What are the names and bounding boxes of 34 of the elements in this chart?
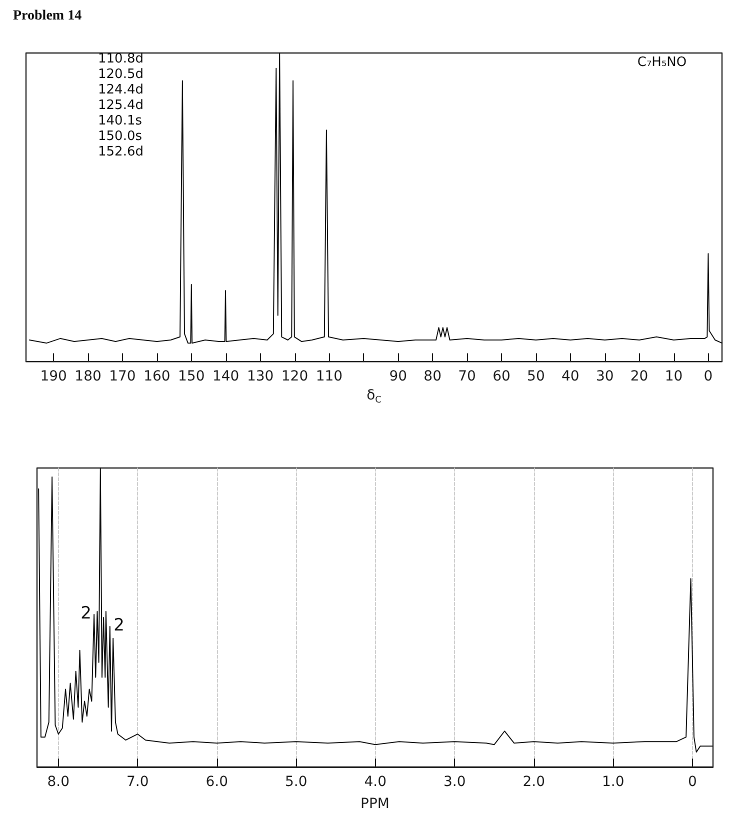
x-tick-label: 4.0 xyxy=(364,774,387,790)
x-tick-label: 40 xyxy=(561,368,580,385)
x-tick-label: 30 xyxy=(596,368,614,385)
x-tick-label: 160 xyxy=(144,368,170,385)
x-tick-label: 130 xyxy=(246,368,274,385)
x-tick-label: 10 xyxy=(664,368,683,385)
x-tick-label: 180 xyxy=(74,368,102,385)
x-axis-title: PPM xyxy=(360,796,390,812)
x-tick-label: 150 xyxy=(178,368,205,385)
x-tick-label: 5.0 xyxy=(285,774,308,790)
x-tick-label: 60 xyxy=(492,368,510,385)
x-tick-label: 20 xyxy=(630,368,648,385)
annotation: 110.8d 120.5d 124.4d 125.4d 140.1s 150.0s 152.6d xyxy=(98,51,144,160)
annotation: 2 xyxy=(80,604,92,624)
x-tick-label: 80 xyxy=(424,368,442,385)
x-tick-label: 8.0 xyxy=(47,774,70,790)
annotation: 2 xyxy=(114,616,124,636)
x-tick-label: 0 xyxy=(704,368,713,385)
x-tick-label: 120 xyxy=(281,368,308,385)
x-tick-label: 170 xyxy=(109,368,136,385)
x-tick-label: 190 xyxy=(40,368,67,385)
x-tick-label: 6.0 xyxy=(206,774,228,790)
x-tick-label: 3.0 xyxy=(444,774,466,790)
x-tick-label: 140 xyxy=(212,368,240,385)
x-tick-label: 7.0 xyxy=(126,774,149,790)
x-tick-label: 110 xyxy=(316,368,343,385)
x-tick-label: 0 xyxy=(688,774,697,790)
x-tick-label: 90 xyxy=(389,368,408,385)
annotation: C₇H₅NO xyxy=(637,55,687,70)
x-tick-label: 70 xyxy=(458,368,476,385)
x-tick-label: 1.0 xyxy=(602,774,624,790)
x-tick-label: 2.0 xyxy=(522,774,546,790)
x-tick-label: 50 xyxy=(527,368,545,385)
chart-title: Problem 14 xyxy=(13,8,82,24)
